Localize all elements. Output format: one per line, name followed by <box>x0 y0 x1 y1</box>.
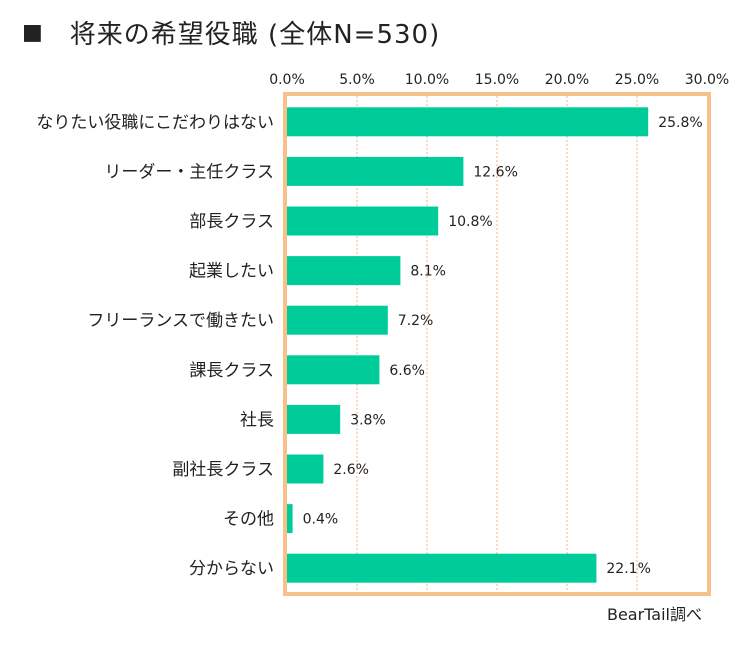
source-note: BearTail調べ <box>606 605 702 624</box>
value-label: 3.8% <box>350 412 386 428</box>
value-label: 2.6% <box>333 462 369 478</box>
x-tick-label: 15.0% <box>475 72 519 88</box>
value-label: 8.1% <box>410 264 446 280</box>
bar <box>287 553 597 583</box>
value-label: 7.2% <box>398 313 434 329</box>
x-axis-ticks: 0.0% 5.0% 10.0% 15.0% 20.0% 25.0% 30.0% <box>269 72 729 88</box>
x-tick-label: 25.0% <box>615 72 659 88</box>
value-label: 10.8% <box>448 214 492 230</box>
title-marker-icon: ■ <box>22 19 44 45</box>
bar <box>287 206 439 236</box>
category-label: フリーランスで働きたい <box>87 311 274 331</box>
category-labels: なりたい役職にこだわりはないリーダー・主任クラス部長クラス起業したいフリーランス… <box>36 113 274 579</box>
category-label: 課長クラス <box>189 361 274 381</box>
value-labels: 25.8% 12.6% 10.8% 8.1% 7.2% 6.6% 3.8% 2.6% 0.4% 2… <box>303 115 703 577</box>
bar <box>287 504 293 534</box>
category-label: 起業したい <box>189 262 274 282</box>
value-label: 22.1% <box>606 561 650 577</box>
plot-frame <box>283 92 711 596</box>
category-label: 社長 <box>240 410 274 430</box>
bar <box>287 454 324 484</box>
grid-lines <box>356 96 638 592</box>
x-tick-label: 5.0% <box>339 72 375 88</box>
value-label: 0.4% <box>303 512 339 528</box>
value-label: 6.6% <box>389 363 425 379</box>
bar <box>287 256 401 286</box>
value-label: 25.8% <box>658 115 702 131</box>
category-label: 分からない <box>189 559 274 579</box>
category-label: 部長クラス <box>189 212 274 232</box>
category-label: なりたい役職にこだわりはない <box>36 113 274 133</box>
bars <box>287 107 649 583</box>
category-label: リーダー・主任クラス <box>104 162 274 182</box>
bar <box>287 355 380 385</box>
value-label: 12.6% <box>473 164 517 180</box>
bar <box>287 156 464 186</box>
x-tick-label: 0.0% <box>269 72 305 88</box>
category-label: 副社長クラス <box>172 460 274 480</box>
bar <box>287 305 388 335</box>
x-tick-label: 30.0% <box>685 72 729 88</box>
category-label: その他 <box>223 510 274 530</box>
bar <box>287 107 649 137</box>
title-text: 将来の希望役職 (全体N=530) <box>69 19 441 50</box>
bar <box>287 404 341 434</box>
x-tick-label: 20.0% <box>545 72 589 88</box>
chart-title: ■ 将来の希望役職 (全体N=530) <box>22 14 440 50</box>
x-tick-label: 10.0% <box>405 72 449 88</box>
